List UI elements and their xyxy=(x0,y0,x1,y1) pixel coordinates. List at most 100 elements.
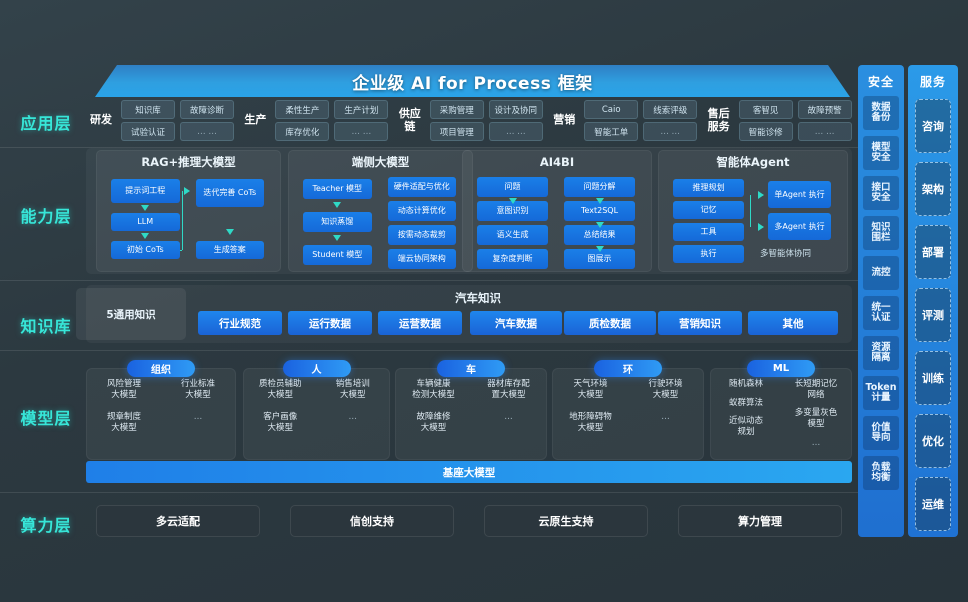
security-rail-item[interactable]: Token 计量 xyxy=(863,376,899,410)
service-rail-item[interactable]: 训练 xyxy=(915,351,951,405)
model-item[interactable]: … xyxy=(348,412,358,423)
model-item[interactable]: 行驶环境 大模型 xyxy=(648,379,683,400)
application-cell[interactable]: 生产计划 xyxy=(334,100,389,119)
service-rail-item[interactable]: 架构 xyxy=(915,162,951,216)
application-cell[interactable]: 采购管理 xyxy=(429,100,484,119)
knowledge-pill[interactable]: 汽车数据 xyxy=(470,311,562,335)
knowledge-general-box: 5通用知识 xyxy=(76,288,186,340)
application-cell[interactable]: 知识库 xyxy=(121,100,175,119)
model-item[interactable]: 风险管理 大模型 xyxy=(106,379,141,400)
knowledge-pill[interactable]: 运行数据 xyxy=(288,311,372,335)
model-item[interactable]: 随机森林 xyxy=(728,379,763,389)
capability-node[interactable]: Text2SQL xyxy=(564,201,635,221)
capability-node[interactable]: LLM xyxy=(111,213,180,231)
capability-node[interactable]: Teacher 模型 xyxy=(303,179,372,199)
service-rail-item[interactable]: 咨询 xyxy=(915,99,951,153)
capability-node[interactable]: 问题 xyxy=(477,177,548,197)
security-rail-item[interactable]: 资源 隔离 xyxy=(863,336,899,370)
application-cell[interactable]: 库存优化 xyxy=(275,122,330,141)
compute-box[interactable]: 多云适配 xyxy=(96,505,260,537)
model-item[interactable]: 行业标准 大模型 xyxy=(180,379,215,400)
capability-node[interactable]: 动态计算优化 xyxy=(387,201,456,221)
security-rail-item[interactable]: 统一 认证 xyxy=(863,296,899,330)
capability-node[interactable]: 意图识别 xyxy=(477,201,548,221)
capability-node[interactable]: 推理规划 xyxy=(673,179,744,197)
model-item[interactable]: … xyxy=(193,412,203,423)
knowledge-pill[interactable]: 行业规范 xyxy=(198,311,282,335)
capability-node[interactable]: 单Agent 执行 xyxy=(768,181,831,208)
capability-node[interactable]: 语义生成 xyxy=(477,225,548,245)
model-item[interactable]: 客户画像 大模型 xyxy=(263,412,298,433)
application-cell[interactable]: … … xyxy=(488,122,543,141)
model-item[interactable]: 近似动态 规划 xyxy=(728,416,763,437)
model-item[interactable]: 规章制度 大模型 xyxy=(106,412,141,433)
application-cell[interactable]: 智能诊修 xyxy=(738,122,793,141)
model-item[interactable]: 器材库存配 置大模型 xyxy=(487,379,530,400)
model-item[interactable]: 质检员辅助 大模型 xyxy=(258,379,302,400)
application-cell[interactable]: … … xyxy=(334,122,389,141)
model-item[interactable]: 地形障碍物 大模型 xyxy=(569,412,612,433)
application-cell[interactable]: 项目管理 xyxy=(429,122,484,141)
application-cell[interactable]: 客智见 xyxy=(738,100,793,119)
security-rail-item[interactable]: 价值 导向 xyxy=(863,416,899,450)
application-group: 售后 服务 客智见 智能诊修 故障预警 … … xyxy=(704,98,852,143)
security-rail-item[interactable]: 负载 均衡 xyxy=(863,456,899,490)
model-item[interactable]: … xyxy=(504,412,513,423)
capability-node[interactable]: 工具 xyxy=(673,223,744,241)
application-cell[interactable]: Caio xyxy=(584,100,639,119)
application-cell[interactable]: … … xyxy=(180,122,234,141)
capability-node[interactable]: 问题分解 xyxy=(564,177,635,197)
model-item[interactable]: 多变量灰色 模型 xyxy=(794,408,838,429)
model-item[interactable]: 天气环境 大模型 xyxy=(573,379,608,400)
capability-node[interactable]: 提示词工程 xyxy=(111,179,180,203)
security-rail-item[interactable]: 知识 围栏 xyxy=(863,216,899,250)
service-rail-item[interactable]: 评测 xyxy=(915,288,951,342)
model-item[interactable]: 蚁群算法 xyxy=(728,397,763,408)
model-item[interactable]: 长短期记忆 网络 xyxy=(794,379,838,400)
capability-node[interactable]: 迭代完善 CoTs xyxy=(195,179,264,207)
application-cell[interactable]: 试验认证 xyxy=(121,122,175,141)
capability-node[interactable]: 端云协同架构 xyxy=(387,249,456,269)
capability-node[interactable]: 记忆 xyxy=(673,201,744,219)
capability-node[interactable]: Student 模型 xyxy=(303,245,372,265)
service-rail-item[interactable]: 部署 xyxy=(915,225,951,279)
capability-node[interactable]: 生成答案 xyxy=(195,241,264,259)
application-cell[interactable]: 设计及协同 xyxy=(488,100,543,119)
model-item[interactable]: 车辆健康 检测大模型 xyxy=(412,379,455,400)
capability-node[interactable]: 总结结果 xyxy=(564,225,635,245)
knowledge-pill[interactable]: 运营数据 xyxy=(378,311,462,335)
knowledge-pill[interactable]: 质检数据 xyxy=(564,311,656,335)
application-cell[interactable]: 智能工单 xyxy=(584,122,639,141)
model-item[interactable]: 故障维修 大模型 xyxy=(416,412,451,433)
capability-node[interactable]: 执行 xyxy=(673,245,744,263)
capability-node[interactable]: 按需动态裁剪 xyxy=(387,225,456,245)
model-card-tag: 车 xyxy=(437,360,505,377)
capability-node[interactable]: 多Agent 执行 xyxy=(768,213,831,240)
knowledge-pill[interactable]: 营销知识 xyxy=(658,311,742,335)
capability-node[interactable]: 初始 CoTs xyxy=(111,241,180,259)
application-cell[interactable]: … … xyxy=(797,122,852,141)
service-rail-item[interactable]: 优化 xyxy=(915,414,951,468)
security-rail-item[interactable]: 模型 安全 xyxy=(863,136,899,170)
application-cell[interactable]: 故障预警 xyxy=(797,100,852,119)
application-cell[interactable]: 故障诊断 xyxy=(180,100,234,119)
capability-node[interactable]: 复杂度判断 xyxy=(477,249,548,269)
compute-box[interactable]: 算力管理 xyxy=(678,505,842,537)
capability-node[interactable]: 硬件适配与优化 xyxy=(387,177,456,197)
model-item[interactable]: 销售培训 大模型 xyxy=(335,379,370,400)
security-rail-item[interactable]: 接口 安全 xyxy=(863,176,899,210)
application-cell[interactable]: … … xyxy=(643,122,698,141)
model-item[interactable]: … xyxy=(661,412,670,423)
security-rail-item[interactable]: 流控 xyxy=(863,256,899,290)
compute-box[interactable]: 云原生支持 xyxy=(484,505,648,537)
model-card-column: 长短期记忆 网络 多变量灰色 模型 … xyxy=(781,369,851,459)
application-cell[interactable]: 柔性生产 xyxy=(275,100,330,119)
knowledge-pill[interactable]: 其他 xyxy=(748,311,838,335)
application-cell[interactable]: 线索评级 xyxy=(643,100,698,119)
capability-node[interactable]: 图展示 xyxy=(564,249,635,269)
security-rail-item[interactable]: 数据 备份 xyxy=(863,96,899,130)
model-item[interactable]: … xyxy=(811,437,821,448)
service-rail-item[interactable]: 运维 xyxy=(915,477,951,531)
compute-box[interactable]: 信创支持 xyxy=(290,505,454,537)
capability-node[interactable]: 知识蒸馏 xyxy=(303,212,372,232)
